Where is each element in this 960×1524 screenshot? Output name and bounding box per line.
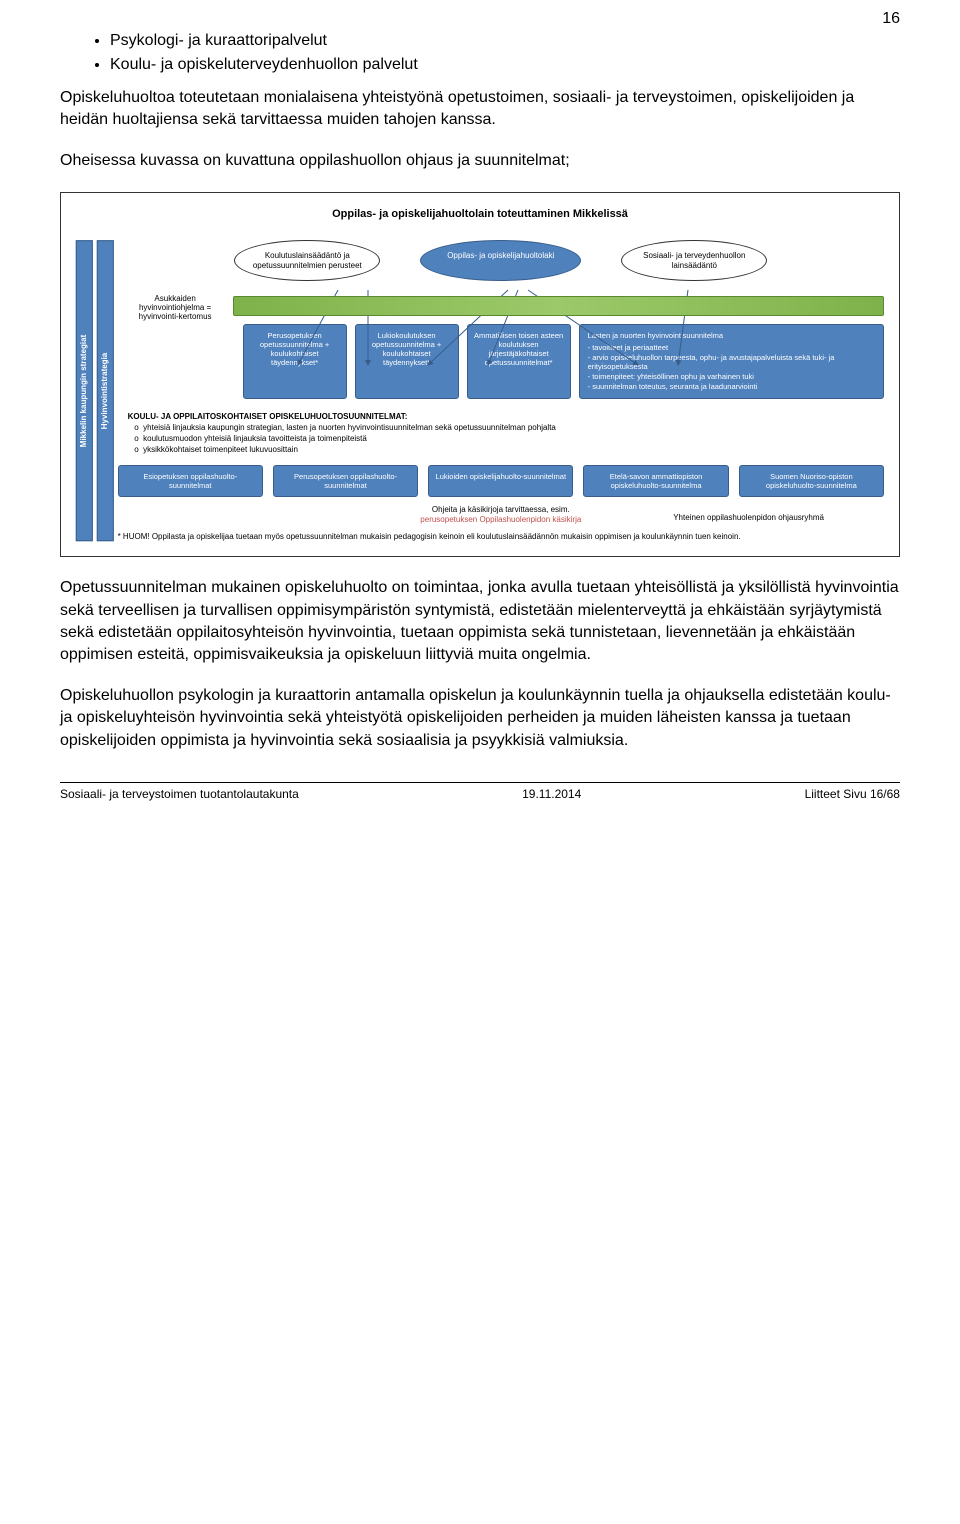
rightcol-item: - tavoitteet ja periaatteet	[588, 343, 875, 353]
rightcol-title: Lasten ja nuorten hyvinvointisuunnitelma	[588, 331, 875, 341]
diagram-main: Asukkaiden hyvinvointiohjelma = hyvinvoi…	[118, 240, 884, 541]
ohje-black: Ohjeita ja käsikirjoja tarvittaessa, esi…	[432, 505, 570, 514]
huom-note: * HUOM! Oppilasta ja opiskelijaa tuetaan…	[118, 532, 884, 542]
ellipse-row: Koulutuslainsäädäntö ja opetussuunnitelm…	[118, 240, 884, 281]
bullet-list: Psykologi- ja kuraattoripalvelut Koulu- …	[60, 30, 900, 77]
koulu-item: o yksikkökohtaiset toimenpiteet lukuvuos…	[128, 444, 884, 455]
koulu-heading: KOULU- JA OPPILAITOSKOHTAISET OPISKELUHU…	[128, 411, 884, 422]
footer-mid: 19.11.2014	[522, 787, 581, 801]
lead-paragraph: Oheisessa kuvassa on kuvattuna oppilashu…	[60, 150, 900, 172]
vertical-bar-hyvinvointi: Hyvinvointistrategia	[97, 240, 114, 541]
rightcol-item: - toimenpiteet: yhteisöllinen ophu ja va…	[588, 372, 875, 382]
box-nuoriso: Suomen Nuoriso-opiston opiskeluhuolto-su…	[739, 465, 884, 497]
bottom-row: Esiopetuksen oppilashuolto-suunnitelmat …	[118, 465, 884, 497]
rightcol-item: - suunnitelman toteutus, seuranta ja laa…	[588, 382, 875, 392]
bullet-item: Koulu- ja opiskeluterveydenhuollon palve…	[110, 54, 900, 76]
diagram-container: Oppilas- ja opiskelijahuoltolain toteutt…	[60, 192, 900, 557]
intro-paragraph: Opiskeluhuoltoa toteutetaan monialaisena…	[60, 87, 900, 132]
vertical-bar-strategiat: Mikkelin kaupungin strategiat	[76, 240, 93, 541]
box-ammatillinen-ops: Ammatillisen toisen asteen koulutuksen j…	[467, 324, 571, 399]
footer-right: Liitteet Sivu 16/68	[805, 787, 900, 801]
bullet-item: Psykologi- ja kuraattoripalvelut	[110, 30, 900, 52]
rightcol-item: - arvio opiskeluhuollon tarpeesta, ophu-…	[588, 353, 875, 373]
koulu-block: KOULU- JA OPPILAITOSKOHTAISET OPISKELUHU…	[128, 411, 884, 456]
ohje-red: perusopetuksen Oppilashuolenpidon käsiki…	[420, 515, 581, 524]
page-number: 16	[882, 10, 900, 28]
ellipse-koulutuslainsaadanto: Koulutuslainsäädäntö ja opetussuunnitelm…	[234, 240, 380, 281]
page-footer: Sosiaali- ja terveystoimen tuotantolauta…	[60, 782, 900, 801]
diagram-title: Oppilas- ja opiskelijahuoltolain toteutt…	[76, 208, 884, 220]
mid-row: Perusopetuksen opetussuunnitelma + koulu…	[243, 324, 884, 399]
box-esiopetus: Esiopetuksen oppilashuolto-suunnitelmat	[118, 465, 263, 497]
box-esavo: Etelä-savon ammattiopiston opiskeluhuolt…	[583, 465, 728, 497]
koulu-item: o yhteisiä linjauksia kaupungin strategi…	[128, 422, 884, 433]
box-lukiot: Lukioiden opiskelijahuolto-suunnitelmat	[428, 465, 573, 497]
green-band	[233, 296, 884, 316]
box-perusopetus-ops: Perusopetuksen opetussuunnitelma + koulu…	[243, 324, 347, 399]
box-perusopetus: Perusopetuksen oppilashuolto-suunnitelma…	[273, 465, 418, 497]
asukkaiden-box: Asukkaiden hyvinvointiohjelma = hyvinvoi…	[123, 295, 228, 321]
paragraph-2: Opiskeluhuollon psykologin ja kuraattori…	[60, 685, 900, 752]
box-lukio-ops: Lukiokoulutuksen opetussuunnitelma + kou…	[355, 324, 459, 399]
ellipse-soteLainsaadanto: Sosiaali- ja terveydenhuollon lainsäädän…	[621, 240, 767, 281]
ellipse-oppilaslaki: Oppilas- ja opiskelijahuoltolaki	[420, 240, 581, 281]
paragraph-1: Opetussuunnitelman mukainen opiskeluhuol…	[60, 577, 900, 667]
box-lasten-nuorten: Lasten ja nuorten hyvinvointisuunnitelma…	[579, 324, 884, 399]
koulu-item: o koulutusmuodon yhteisiä linjauksia tav…	[128, 433, 884, 444]
footer-left: Sosiaali- ja terveystoimen tuotantolauta…	[60, 787, 299, 801]
